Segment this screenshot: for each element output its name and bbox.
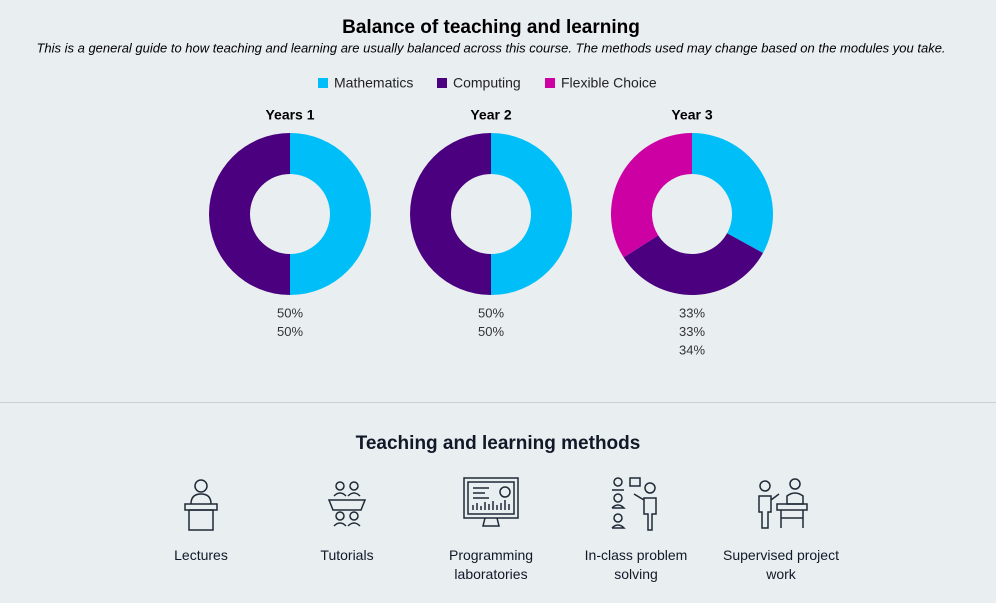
donut-segment (692, 133, 774, 254)
method-label: Lectures (174, 547, 228, 563)
donut-segment (491, 133, 572, 295)
donut-segment (290, 133, 371, 295)
method-label: Tutorials (320, 547, 374, 563)
divider (0, 402, 996, 403)
icon-programming (463, 477, 519, 527)
icon-lectures (184, 479, 218, 531)
value-label: 50% (478, 305, 504, 320)
method: Tutorials (277, 474, 417, 565)
legend-label: Computing (453, 75, 521, 91)
icon-project-work (758, 478, 808, 529)
icon-problem-solving (611, 477, 657, 531)
methods-title: Teaching and learning methods (355, 433, 641, 454)
value-label: 33% (679, 324, 705, 339)
value-label: 34% (679, 342, 705, 357)
charts-area: Balance of teaching and learning This is… (36, 17, 945, 357)
value-label: 33% (679, 305, 705, 320)
legend-swatch (545, 78, 555, 88)
method: Programming laboratories (421, 474, 561, 584)
donut-segment (623, 233, 763, 295)
subtitle: This is a general guide to how teaching … (36, 40, 945, 55)
chart-title: Year 3 (671, 107, 712, 123)
method: Supervised project work (711, 474, 851, 584)
legend-swatch (437, 78, 447, 88)
method: Lectures (131, 474, 271, 565)
legend-label: Mathematics (334, 75, 413, 91)
legend-swatch (318, 78, 328, 88)
method-label: Supervised project work (723, 547, 839, 582)
method-label: In-class problem solving (584, 547, 688, 582)
donut-segment (410, 133, 491, 295)
title: Balance of teaching and learning (342, 17, 640, 38)
donut-segment (610, 133, 692, 258)
value-label: 50% (478, 324, 504, 339)
legend-label: Flexible Choice (561, 75, 657, 91)
donut-segment (209, 133, 290, 295)
chart-title: Year 2 (470, 107, 511, 123)
value-label: 50% (277, 324, 303, 339)
icon-tutorials (327, 481, 367, 527)
method-label: Programming laboratories (448, 547, 534, 582)
method: In-class problem solving (566, 474, 706, 584)
value-label: 50% (277, 305, 303, 320)
chart-title: Years 1 (265, 107, 314, 123)
